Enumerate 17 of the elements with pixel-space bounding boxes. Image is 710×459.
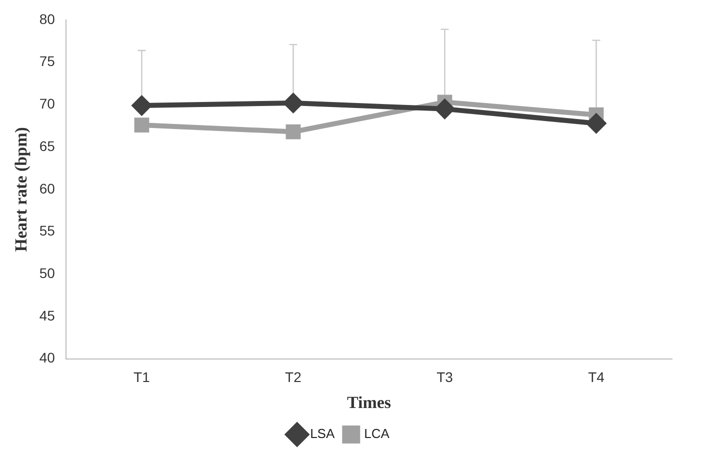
y-tick-label: 45: [39, 307, 56, 324]
y-axis-title: Heart rate (bpm): [12, 127, 31, 252]
legend-label: LCA: [364, 426, 390, 442]
x-tick-label: T4: [588, 369, 605, 386]
y-tick-label: 65: [39, 138, 56, 154]
y-tick-label: 60: [39, 180, 56, 196]
x-tick-label: T1: [134, 369, 150, 386]
x-tick-label: T3: [436, 369, 454, 386]
y-tick-label: 70: [39, 96, 56, 112]
y-tick-label: 50: [39, 264, 56, 281]
legend-label: LSA: [310, 426, 335, 442]
y-tick-label: 75: [39, 53, 56, 70]
x-axis-title: Times: [346, 393, 392, 412]
x-tick-label: T2: [285, 369, 302, 386]
y-tick-label: 80: [39, 10, 56, 27]
y-tick-label: 55: [39, 222, 56, 239]
y-tick-label: 40: [39, 350, 56, 366]
